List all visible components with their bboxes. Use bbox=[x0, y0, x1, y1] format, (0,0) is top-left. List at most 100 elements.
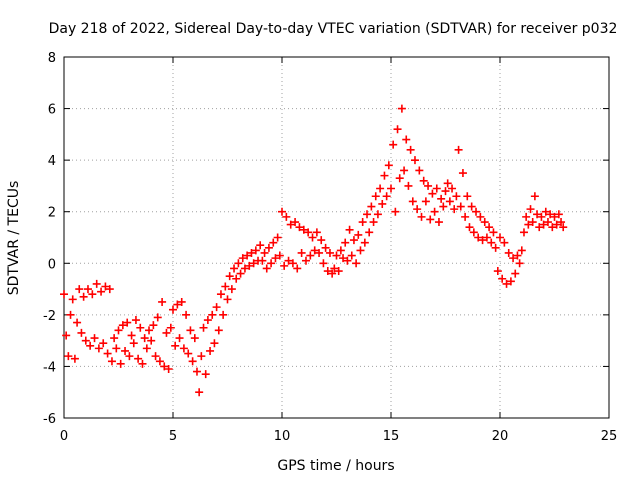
data-point bbox=[323, 267, 332, 276]
data-point bbox=[437, 194, 446, 203]
chart-title: Day 218 of 2022, Sidereal Day-to-day VTE… bbox=[49, 21, 618, 37]
data-point bbox=[278, 207, 286, 216]
data-point bbox=[439, 202, 448, 211]
data-point bbox=[88, 290, 97, 299]
data-point bbox=[434, 218, 443, 227]
data-point bbox=[448, 184, 457, 193]
y-tick-label: -2 bbox=[43, 309, 56, 324]
data-point bbox=[195, 388, 204, 397]
data-point bbox=[286, 220, 295, 229]
data-point bbox=[548, 223, 557, 232]
data-point bbox=[210, 339, 219, 348]
data-point bbox=[155, 357, 164, 366]
data-point bbox=[546, 210, 555, 219]
data-point bbox=[528, 218, 537, 227]
data-point bbox=[445, 197, 454, 206]
data-point bbox=[367, 202, 376, 211]
x-tick-label: 10 bbox=[274, 429, 291, 444]
data-point bbox=[533, 210, 542, 219]
data-point bbox=[232, 274, 241, 283]
data-point bbox=[365, 228, 374, 237]
data-point bbox=[64, 352, 73, 361]
data-point bbox=[325, 248, 334, 257]
data-point bbox=[127, 331, 136, 340]
data-point bbox=[116, 359, 125, 368]
data-point bbox=[343, 256, 352, 265]
data-point bbox=[485, 223, 494, 232]
data-point bbox=[251, 246, 260, 255]
data-point bbox=[293, 264, 302, 273]
data-point bbox=[541, 207, 550, 216]
data-point bbox=[308, 233, 317, 242]
data-point bbox=[310, 246, 319, 255]
data-point bbox=[162, 328, 171, 337]
data-point bbox=[101, 282, 110, 291]
data-point bbox=[522, 212, 531, 221]
data-point bbox=[513, 251, 522, 260]
data-point bbox=[428, 189, 437, 198]
data-point bbox=[243, 251, 252, 260]
data-point bbox=[378, 199, 387, 208]
data-point bbox=[319, 259, 328, 268]
data-point bbox=[245, 261, 254, 270]
data-point bbox=[107, 357, 116, 366]
data-point bbox=[147, 336, 156, 345]
data-point bbox=[373, 210, 382, 219]
axis-ticks: 0 5 10 15 20 25 -6 -4 -2 0 2 4 6 8 bbox=[43, 51, 617, 444]
data-point bbox=[432, 184, 441, 193]
data-point bbox=[186, 326, 195, 335]
data-point bbox=[480, 218, 489, 227]
data-point bbox=[489, 228, 498, 237]
y-tick-label: -4 bbox=[43, 360, 56, 375]
data-point bbox=[291, 218, 300, 227]
data-point bbox=[402, 135, 411, 144]
data-point bbox=[79, 292, 88, 301]
data-point bbox=[288, 259, 297, 268]
data-point bbox=[543, 218, 552, 227]
data-point bbox=[249, 259, 258, 268]
data-point bbox=[478, 236, 487, 245]
data-point bbox=[70, 354, 79, 363]
data-point bbox=[184, 349, 193, 358]
data-point bbox=[256, 241, 265, 250]
x-tick-label: 5 bbox=[169, 429, 177, 444]
data-point bbox=[371, 192, 380, 201]
x-axis-label: GPS time / hours bbox=[277, 458, 394, 474]
data-point bbox=[496, 233, 504, 242]
data-point bbox=[397, 104, 406, 113]
y-tick-label: 4 bbox=[48, 154, 56, 169]
data-point bbox=[83, 285, 92, 294]
data-point bbox=[424, 181, 433, 190]
y-tick-label: 8 bbox=[48, 51, 56, 66]
data-point bbox=[347, 251, 356, 260]
data-point bbox=[474, 233, 483, 242]
data-point bbox=[160, 362, 169, 371]
data-point bbox=[295, 223, 304, 232]
data-point bbox=[552, 220, 561, 229]
data-point bbox=[153, 313, 162, 322]
data-point bbox=[354, 230, 363, 239]
data-point bbox=[121, 346, 130, 355]
data-point bbox=[336, 246, 345, 255]
data-point bbox=[114, 326, 123, 335]
data-point bbox=[419, 176, 428, 185]
data-point bbox=[212, 303, 221, 312]
x-tick-label: 15 bbox=[383, 429, 400, 444]
data-point bbox=[240, 264, 249, 273]
data-point bbox=[463, 192, 472, 201]
data-point bbox=[62, 331, 71, 340]
data-point bbox=[164, 365, 173, 374]
data-point bbox=[330, 264, 339, 273]
x-tick-label: 20 bbox=[492, 429, 509, 444]
data-point bbox=[230, 264, 239, 273]
data-point bbox=[112, 344, 121, 353]
data-point bbox=[158, 297, 167, 306]
data-point bbox=[506, 277, 515, 286]
data-point bbox=[86, 341, 95, 350]
data-point bbox=[317, 236, 326, 245]
y-tick-label: 0 bbox=[48, 257, 56, 272]
data-point bbox=[197, 352, 206, 361]
y-tick-label: -6 bbox=[43, 412, 56, 427]
data-point bbox=[77, 328, 86, 337]
data-point bbox=[469, 228, 478, 237]
